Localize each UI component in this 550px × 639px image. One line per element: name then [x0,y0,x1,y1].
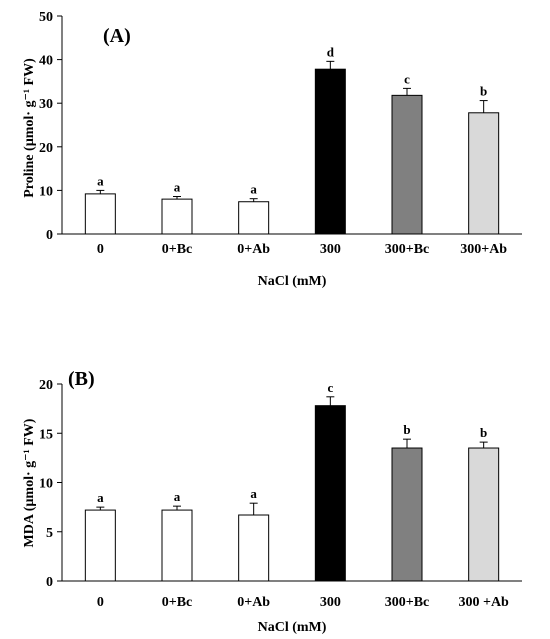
significance-letter-b-1: a [174,489,181,504]
x-tick-label-b-5: 300 +Ab [458,595,509,610]
panel-label-b: (B) [68,368,95,390]
significance-letter-b-5: b [480,425,487,440]
y-axis-label-a: Proline (µmol· g⁻¹ FW) [22,58,37,198]
y-tick-label-b: 15 [39,427,53,442]
x-tick-label-b-3: 300 [320,595,341,610]
y-axis-label-b: MDA (µmol· g⁻¹ FW) [22,418,37,547]
significance-letter-a-4: c [404,71,410,86]
y-tick-label-a: 0 [46,228,53,243]
y-tick-label-a: 30 [39,97,53,112]
significance-letter-a-1: a [174,180,181,195]
y-tick-label-a: 50 [39,10,53,25]
significance-letter-b-3: c [327,380,333,395]
y-tick-label-b: 0 [46,575,53,590]
x-tick-label-a-3: 300 [320,242,341,257]
y-tick-label-a: 10 [39,184,53,199]
bar-a-4 [391,94,423,235]
significance-letter-a-5: b [480,84,487,99]
x-axis-label-b: NaCl (mM) [258,620,327,635]
bar-a-1 [161,198,193,235]
bar-a-3 [314,68,346,235]
x-tick-label-a-1: 0+Bc [162,242,193,257]
y-tick-label-a: 20 [39,141,53,156]
bar-b-2 [238,514,270,582]
bar-b-1 [161,509,193,582]
significance-letter-b-0: a [97,490,104,505]
y-tick-label-b: 10 [39,477,53,492]
bar-a-2 [238,201,270,235]
significance-letter-a-0: a [97,173,104,188]
x-tick-label-b-4: 300+Bc [385,595,430,610]
y-tick-label-b: 5 [46,526,53,541]
panel-label-a: (A) [103,25,131,47]
bar-b-0 [84,509,116,582]
x-tick-label-a-4: 300+Bc [385,242,430,257]
bar-b-4 [391,447,423,582]
bar-b-3 [314,405,346,582]
significance-letter-b-4: b [403,422,410,437]
x-tick-label-a-0: 0 [97,242,104,257]
x-tick-label-a-2: 0+Ab [237,242,270,257]
x-tick-label-b-0: 0 [97,595,104,610]
bar-a-0 [84,193,116,235]
bar-a-5 [468,112,500,235]
bar-b-5 [468,447,500,582]
significance-letter-b-2: a [250,486,257,501]
x-tick-label-b-1: 0+Bc [162,595,193,610]
x-tick-label-a-5: 300+Ab [460,242,507,257]
significance-letter-a-2: a [250,182,257,197]
y-tick-label-b: 20 [39,378,53,393]
y-tick-label-a: 40 [39,54,53,69]
x-tick-label-b-2: 0+Ab [237,595,270,610]
significance-letter-a-3: d [327,44,335,59]
x-axis-label-a: NaCl (mM) [258,274,327,289]
